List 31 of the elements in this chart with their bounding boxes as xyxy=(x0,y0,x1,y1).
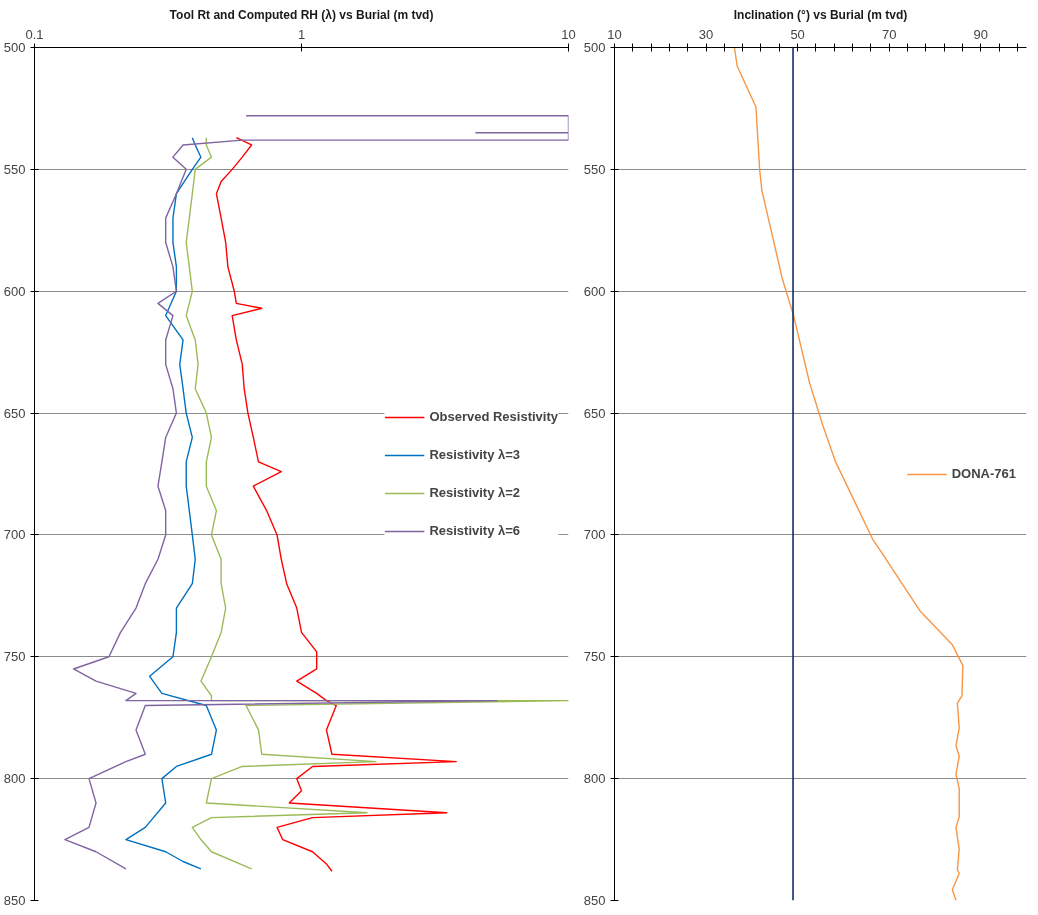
y-tick-label: 600 xyxy=(3,283,26,299)
legend-label: Observed Resistivity xyxy=(429,409,558,424)
y-tick-label: 600 xyxy=(583,283,606,299)
y-tick-label: 750 xyxy=(3,649,26,665)
x-tick-label: 1 xyxy=(297,26,306,42)
y-tick-label: 550 xyxy=(3,161,26,177)
y-tick-label: 550 xyxy=(583,161,606,177)
y-tick-label: 750 xyxy=(583,649,606,665)
y-tick-label: 500 xyxy=(583,40,606,55)
legend-label: Resistivity λ=6 xyxy=(429,523,521,538)
legend-label: Resistivity λ=3 xyxy=(429,447,521,462)
y-tick-label: 850 xyxy=(583,893,606,908)
x-tick-label: 70 xyxy=(881,26,897,42)
y-tick-label: 700 xyxy=(583,527,606,543)
chart-title: Tool Rt and Computed RH (λ) vs Burial (m tvd) xyxy=(169,7,434,22)
x-tick-label: 10 xyxy=(607,26,622,42)
y-tick-label: 650 xyxy=(583,405,606,421)
legend-label: Resistivity λ=2 xyxy=(429,485,521,500)
y-tick-label: 650 xyxy=(3,405,26,421)
x-tick-label: 90 xyxy=(973,26,988,42)
y-tick-label: 850 xyxy=(3,893,26,908)
chart-title: Inclination (°) vs Burial (m tvd) xyxy=(733,7,908,22)
legend-label: DONA-761 xyxy=(951,466,1016,481)
x-tick-label: 30 xyxy=(698,26,714,42)
x-tick-label: 0.1 xyxy=(25,26,44,42)
x-tick-label: 50 xyxy=(790,26,805,42)
y-tick-label: 500 xyxy=(3,40,26,55)
x-tick-label: 10 xyxy=(561,26,576,42)
y-tick-label: 800 xyxy=(583,771,606,787)
y-tick-label: 700 xyxy=(3,527,26,543)
y-tick-label: 800 xyxy=(3,771,26,787)
